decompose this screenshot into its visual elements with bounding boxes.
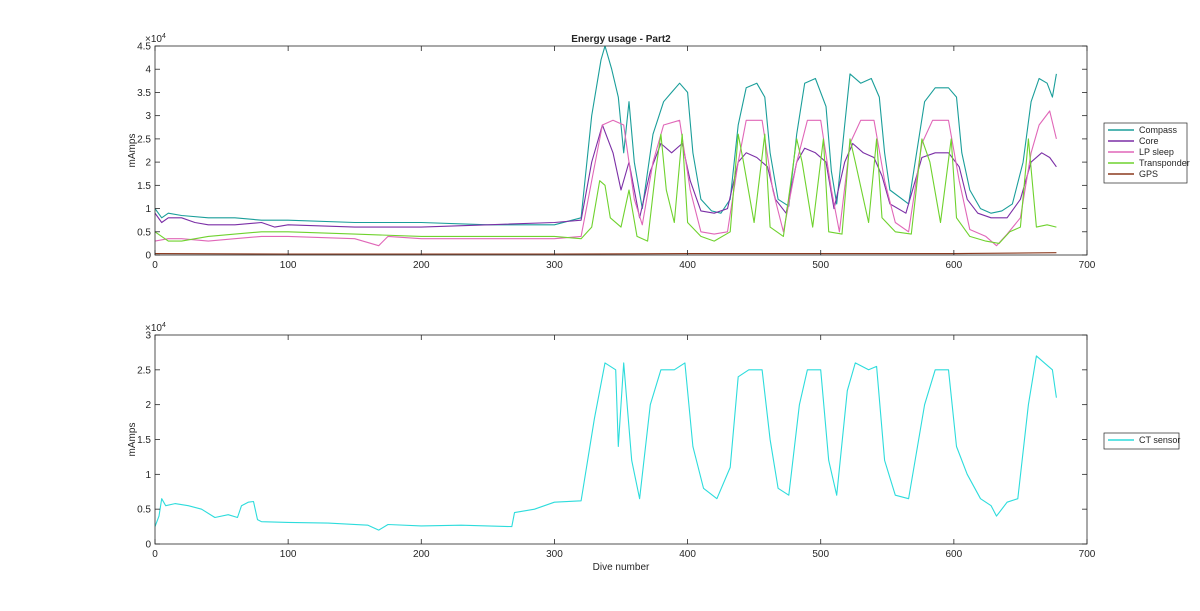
x-tick-label: 600 (946, 549, 963, 560)
series-line-compass (155, 46, 1057, 226)
chart-title: Energy usage - Part2 (571, 34, 671, 45)
x-tick-label: 300 (546, 549, 563, 560)
y-tick-label: 0 (145, 251, 151, 262)
series-line-ct-sensor (155, 355, 1057, 531)
x-tick-label: 0 (152, 260, 158, 271)
y-tick-label: 1.5 (137, 435, 151, 446)
x-tick-label: 200 (413, 260, 430, 271)
x-tick-label: 300 (546, 260, 563, 271)
x-tick-label: 500 (812, 260, 829, 271)
y-tick-label: 3 (145, 111, 151, 122)
y-exponent-label: ×104 (145, 33, 166, 45)
x-tick-label: 700 (1079, 260, 1096, 271)
y-tick-label: 3 (145, 331, 151, 342)
legend-entry: Core (1139, 136, 1159, 146)
legend-entry: GPS (1139, 169, 1158, 179)
legend-entry: LP sleep (1139, 147, 1174, 157)
y-tick-label: 3.5 (137, 88, 151, 99)
x-tick-label: 100 (280, 549, 297, 560)
y-tick-label: 0.5 (137, 227, 151, 238)
y-tick-label: 1.5 (137, 181, 151, 192)
series-line-gps (155, 252, 1057, 255)
y-tick-label: 4.5 (137, 42, 151, 53)
x-tick-label: 100 (280, 260, 297, 271)
x-tick-label: 0 (152, 549, 158, 560)
y-tick-label: 0 (145, 540, 151, 551)
plot-area (155, 335, 1087, 544)
legend-entry: Transponder (1139, 158, 1190, 168)
series-line-lp-sleep (155, 110, 1057, 247)
legend: CT sensor (1103, 432, 1180, 450)
y-axis-label: mAmps (127, 134, 138, 168)
y-tick-label: 2 (145, 158, 151, 169)
y-tick-label: 1 (145, 204, 151, 215)
plot-area (155, 46, 1087, 255)
y-tick-label: 0.5 (137, 505, 151, 516)
y-tick-label: 2.5 (137, 134, 151, 145)
y-tick-label: 1 (145, 470, 151, 481)
series-lines (155, 46, 1057, 255)
panels: 0 100 200 300 400 500 600 70000.511.522.533.544… (127, 33, 1190, 573)
axes-box (154, 45, 1088, 256)
x-tick-label: 200 (413, 549, 430, 560)
legend-entry: CT sensor (1139, 435, 1180, 445)
series-lines (155, 355, 1057, 531)
legend-box (1103, 432, 1180, 450)
x-axis-label: Dive number (593, 562, 650, 573)
y-exponent-label: ×104 (145, 322, 166, 334)
y-tick-label: 2 (145, 400, 151, 411)
y-tick-label: 4 (145, 65, 151, 76)
series-line-transponder (155, 133, 1057, 244)
y-axis-label: mAmps (127, 423, 138, 457)
y-tick-label: 2.5 (137, 365, 151, 376)
x-tick-label: 400 (679, 260, 696, 271)
x-tick-label: 400 (679, 549, 696, 560)
x-tick-label: 700 (1079, 549, 1096, 560)
legend-entry: Compass (1139, 125, 1178, 135)
chart-panel-1: 0 100 200 300 400 500 600 700 0 0.5 1 1.5 2 2.5 3 3.5 4 4… (127, 33, 1190, 271)
chart-panel-2: 0 100 200 300 400 500 600 700 0 0.5 1 1.5 2 2.5 3×104 m… (127, 322, 1180, 573)
x-tick-label: 600 (946, 260, 963, 271)
x-tick-label: 500 (812, 549, 829, 560)
legend-box (1103, 122, 1188, 184)
